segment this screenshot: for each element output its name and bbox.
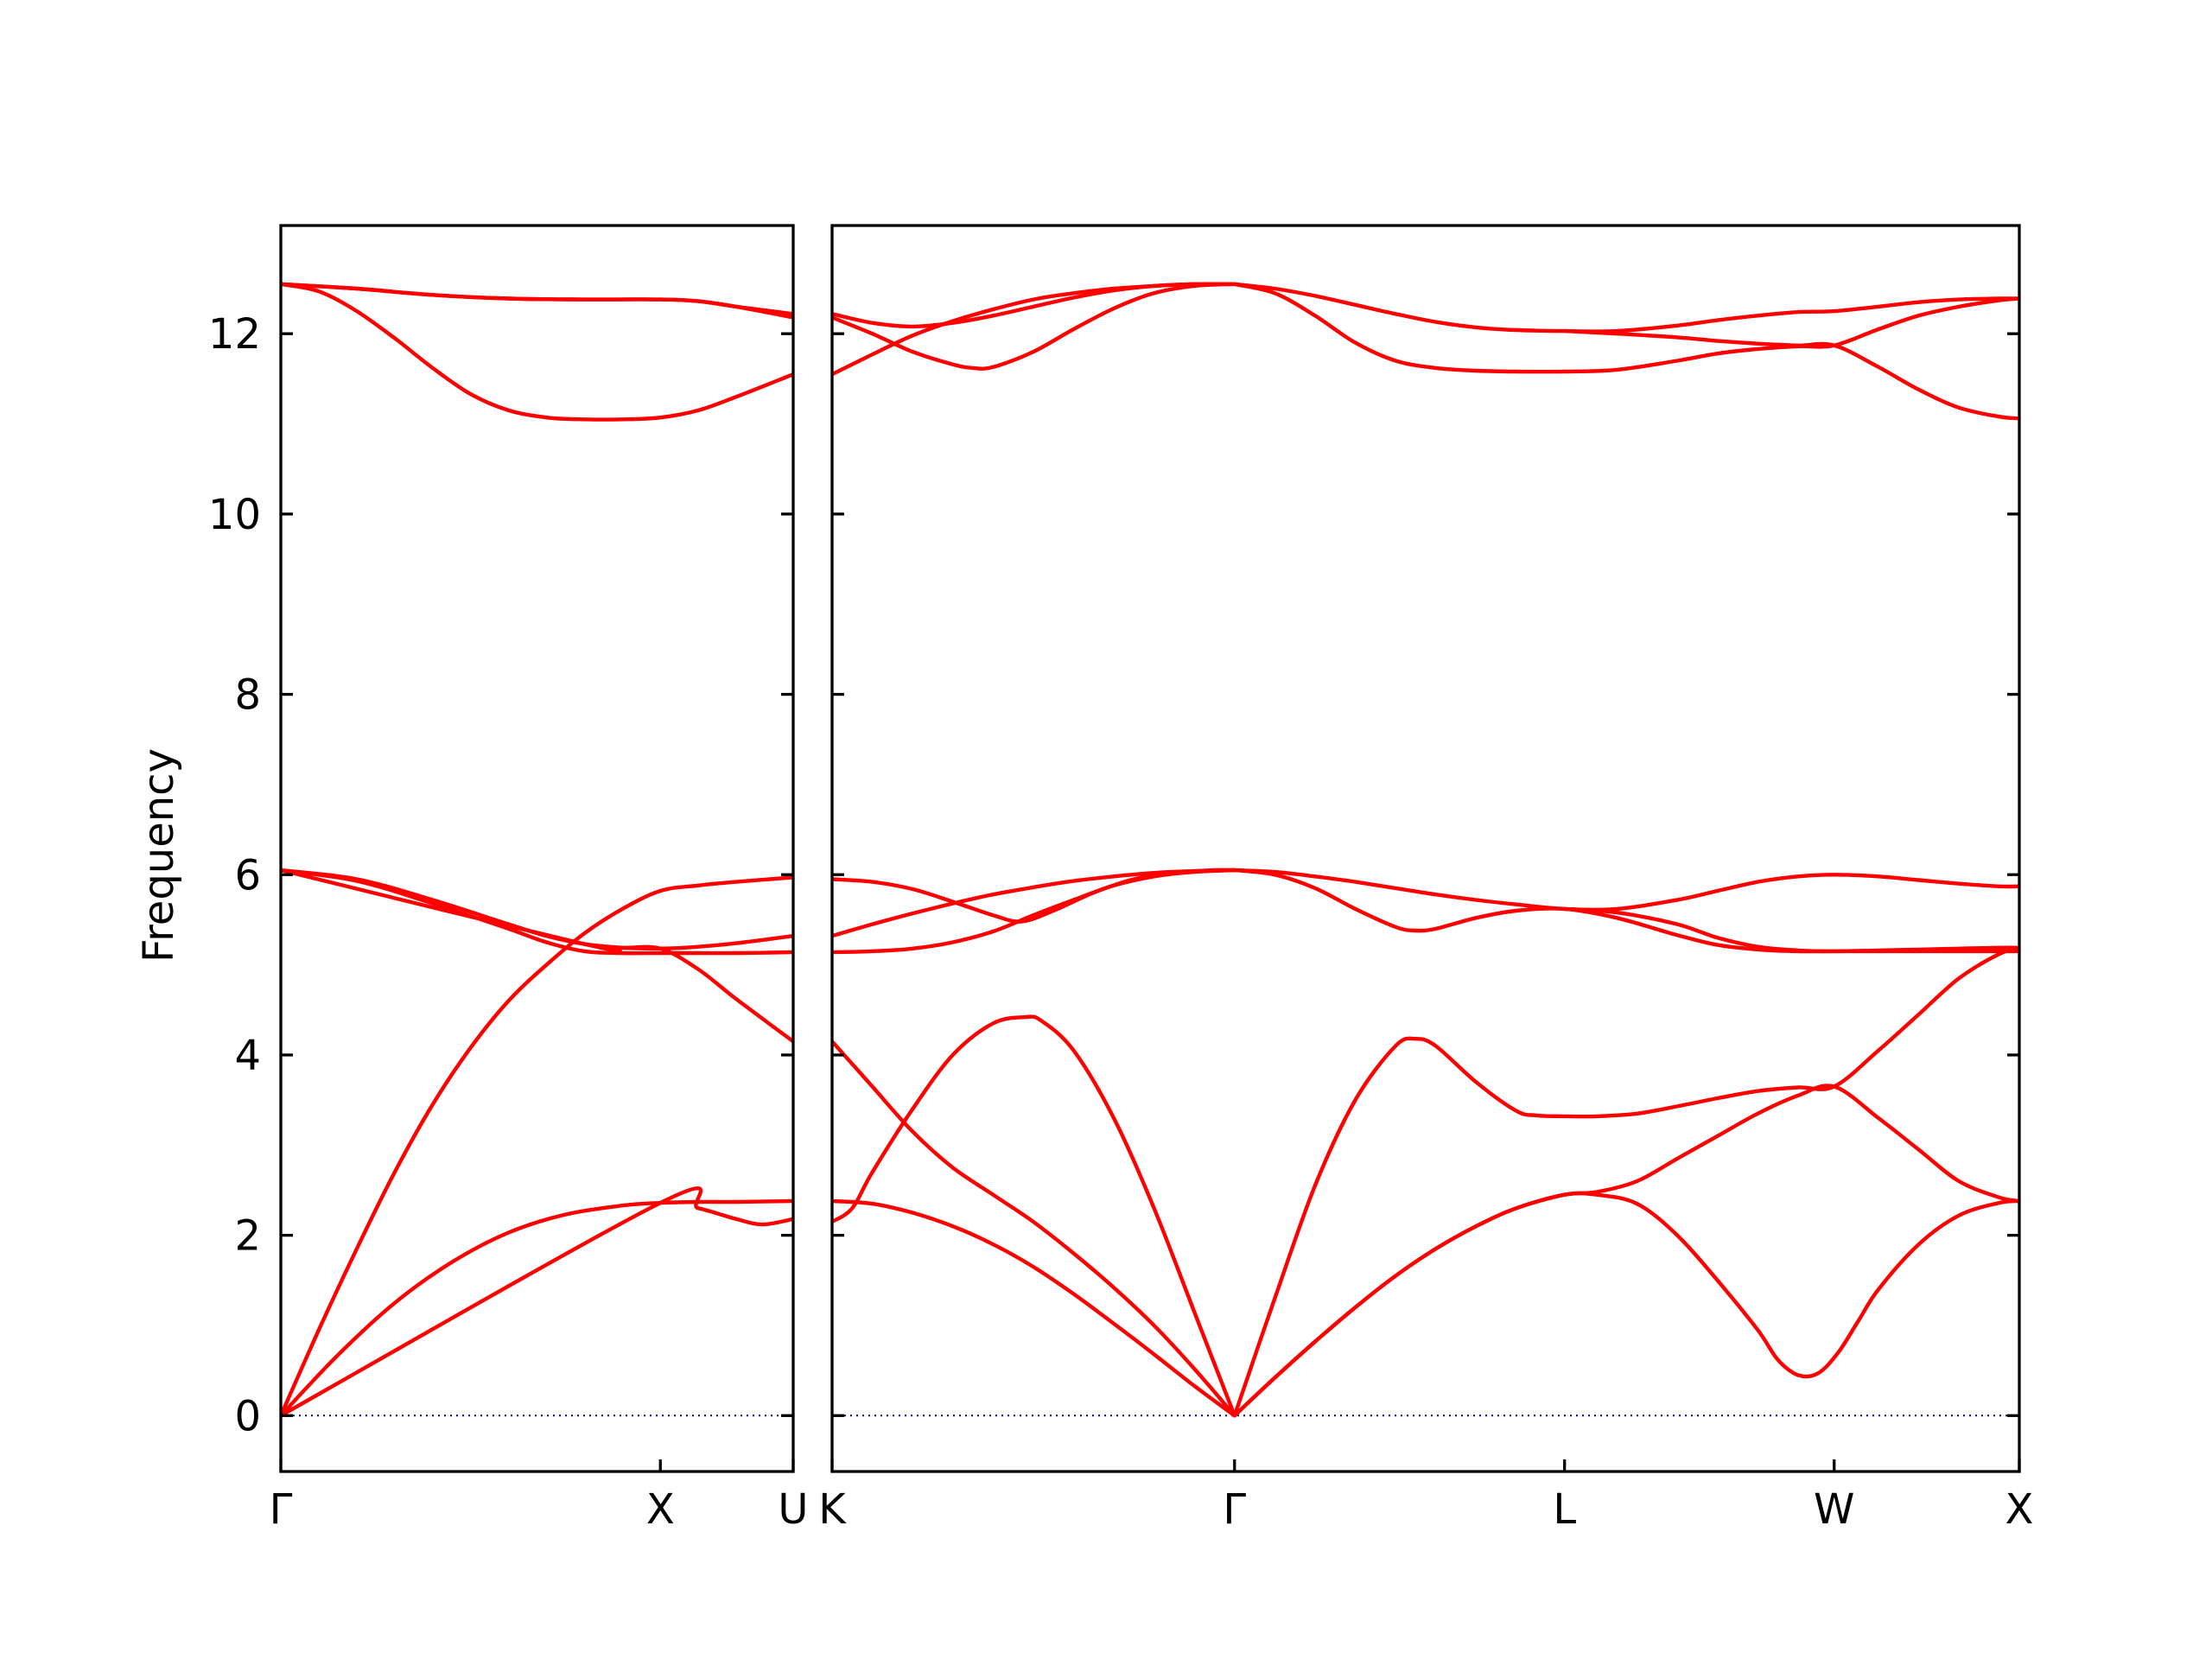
panel-k-gamma-l-w-x-xtick-label: X	[2005, 1485, 2034, 1534]
ytick-label: 12	[208, 310, 261, 359]
ytick-label: 6	[234, 851, 261, 899]
ytick-label: 0	[234, 1392, 261, 1440]
panel-gamma-x-u-xtick-label: Γ	[270, 1485, 293, 1534]
panel-k-gamma-l-w-x-band-15	[1232, 282, 2019, 334]
band-lines	[281, 282, 2019, 1418]
ytick-label: 10	[208, 491, 261, 539]
panel-k-gamma-l-w-x-band-14	[832, 282, 1236, 371]
panel-k-gamma-l-w-x-band-5	[1232, 946, 2019, 1418]
panel-k-gamma-l-w-x-band-11	[1562, 906, 2019, 954]
panel-k-gamma-l-w-x-band-4	[1232, 1191, 2019, 1418]
panel-frames	[279, 224, 2021, 1473]
panel-k-gamma-l-w-x-band-1	[832, 1039, 1236, 1418]
y-axis-title: Frequency	[135, 748, 183, 963]
panel-gamma-x-u-band-5	[281, 868, 793, 1044]
panel-k-gamma-l-w-x-band-0	[832, 1198, 1236, 1418]
ytick-label: 8	[234, 671, 261, 720]
panel-k-gamma-l-w-x-band-8	[832, 868, 1236, 924]
panel-k-gamma-l-w-x-band-3	[1232, 1084, 2019, 1418]
panel-k-gamma-l-w-x-band-17	[1562, 328, 2019, 421]
ytick-label: 2	[234, 1212, 261, 1261]
panel-gamma-x-u-band-0	[281, 1198, 793, 1418]
ytick-label: 4	[234, 1032, 261, 1080]
panel-k-gamma-l-w-x-xtick-label: Γ	[1223, 1485, 1246, 1534]
panel-k-gamma-l-w-x-band-9	[1232, 868, 2019, 912]
panel-k-gamma-l-w-x-xtick-label: L	[1553, 1485, 1576, 1534]
panel-k-gamma-l-w-x-band-7	[832, 868, 1236, 938]
panel-gamma-x-u-band-4	[281, 868, 793, 956]
panel-k-gamma-l-w-x-band-6	[832, 868, 1236, 955]
panel-k-gamma-l-w-x-band-12	[832, 282, 1236, 377]
panel-k-gamma-l-w-x-xtick-label: K	[818, 1485, 847, 1534]
panel-k-gamma-l-w-x-xtick-label: W	[1814, 1485, 1854, 1534]
panel-gamma-x-u-band-8	[281, 282, 793, 316]
panel-k-gamma-l-w-x-band-16	[1232, 282, 2019, 374]
panel-gamma-x-u-band-1	[281, 1186, 793, 1418]
panel-k-gamma-l-w-x-frame	[830, 224, 2021, 1473]
panel-gamma-x-u-band-2	[281, 875, 793, 1418]
axis-ticks	[279, 332, 2021, 1471]
panel-gamma-x-u-xtick-label: U	[778, 1485, 808, 1534]
panel-k-gamma-l-w-x-band-13	[832, 282, 1236, 329]
panel-gamma-x-u-band-6	[281, 282, 793, 422]
panel-k-gamma-l-w-x-band-2	[832, 1014, 1236, 1418]
panel-gamma-x-u-xtick-label: X	[646, 1485, 675, 1534]
panel-gamma-x-u-frame	[279, 224, 795, 1473]
tick-labels: Γ X U K Γ L W X 0 2 4 6 8 10 12	[208, 310, 2034, 1534]
